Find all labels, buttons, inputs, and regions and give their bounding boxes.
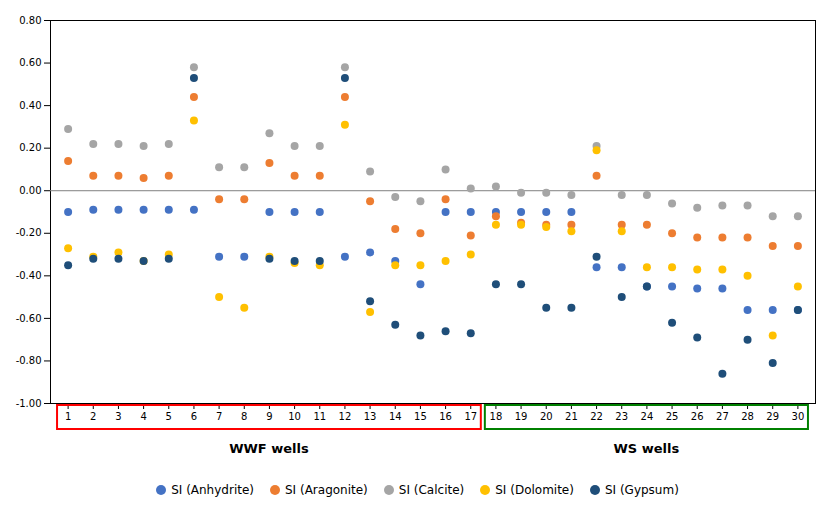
svg-text:28: 28: [741, 411, 754, 422]
svg-text:22: 22: [590, 411, 603, 422]
svg-text:10: 10: [288, 411, 301, 422]
svg-text:27: 27: [716, 411, 729, 422]
svg-text:13: 13: [364, 411, 377, 422]
svg-text:7: 7: [216, 411, 222, 422]
svg-text:WS wells: WS wells: [614, 441, 680, 456]
svg-text:11: 11: [313, 411, 326, 422]
svg-text:1: 1: [65, 411, 71, 422]
svg-text:25: 25: [666, 411, 679, 422]
html-text:SI (Aragonite): SI (Aragonite): [285, 483, 368, 497]
svg-text:0.60: 0.60: [19, 57, 41, 68]
svg-text:29: 29: [766, 411, 779, 422]
svg-text:14: 14: [389, 411, 402, 422]
html-text:SI (Gypsum): SI (Gypsum): [604, 483, 679, 497]
html-text:SI (Dolomite): SI (Dolomite): [495, 483, 574, 497]
svg-text:-0.60: -0.60: [16, 313, 42, 324]
svg-text:26: 26: [691, 411, 704, 422]
svg-text:0.00: 0.00: [19, 185, 41, 196]
svg-text:2: 2: [90, 411, 96, 422]
svg-text:18: 18: [490, 411, 503, 422]
svg-text:0.40: 0.40: [19, 100, 41, 111]
svg-text:-0.80: -0.80: [16, 355, 42, 366]
svg-text:5: 5: [166, 411, 172, 422]
svg-text:17: 17: [464, 411, 477, 422]
svg-text:23: 23: [615, 411, 628, 422]
svg-text:-0.40: -0.40: [16, 270, 42, 281]
svg-text:20: 20: [540, 411, 553, 422]
svg-text:WWF wells: WWF wells: [229, 441, 309, 456]
svg-text:12: 12: [339, 411, 352, 422]
svg-text:6: 6: [191, 411, 197, 422]
svg-text:9: 9: [266, 411, 272, 422]
svg-text:16: 16: [439, 411, 452, 422]
svg-text:15: 15: [414, 411, 427, 422]
svg-text:30: 30: [792, 411, 805, 422]
svg-text:0.80: 0.80: [19, 15, 41, 26]
svg-text:19: 19: [515, 411, 528, 422]
svg-text:3: 3: [115, 411, 121, 422]
svg-text:21: 21: [565, 411, 578, 422]
svg-text:4: 4: [140, 411, 146, 422]
svg-text:8: 8: [241, 411, 247, 422]
html-text:SI (Calcite): SI (Calcite): [398, 483, 465, 497]
svg-text:24: 24: [641, 411, 654, 422]
svg-text:-0.20: -0.20: [16, 227, 42, 238]
svg-text:0.20: 0.20: [19, 142, 41, 153]
svg-text:-1.00: -1.00: [16, 398, 42, 409]
html-text:SI (Anhydrite): SI (Anhydrite): [171, 483, 254, 497]
